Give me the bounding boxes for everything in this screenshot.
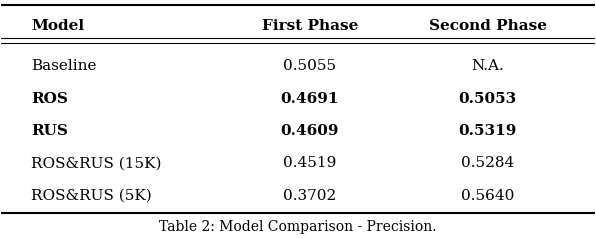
Text: 0.5284: 0.5284 bbox=[461, 156, 514, 170]
Text: 0.4519: 0.4519 bbox=[283, 156, 337, 170]
Text: 0.3702: 0.3702 bbox=[283, 189, 337, 203]
Text: 0.4691: 0.4691 bbox=[281, 92, 339, 105]
Text: 0.5055: 0.5055 bbox=[283, 59, 336, 73]
Text: ROS: ROS bbox=[31, 92, 68, 105]
Text: N.A.: N.A. bbox=[471, 59, 504, 73]
Text: 0.5053: 0.5053 bbox=[459, 92, 517, 105]
Text: Model: Model bbox=[31, 19, 84, 33]
Text: 0.5640: 0.5640 bbox=[461, 189, 514, 203]
Text: ROS&RUS (15K): ROS&RUS (15K) bbox=[31, 156, 162, 170]
Text: ROS&RUS (5K): ROS&RUS (5K) bbox=[31, 189, 152, 203]
Text: 0.5319: 0.5319 bbox=[459, 124, 517, 138]
Text: RUS: RUS bbox=[31, 124, 68, 138]
Text: Second Phase: Second Phase bbox=[429, 19, 547, 33]
Text: Baseline: Baseline bbox=[31, 59, 97, 73]
Text: Table 2: Model Comparison - Precision.: Table 2: Model Comparison - Precision. bbox=[159, 220, 437, 234]
Text: 0.4609: 0.4609 bbox=[281, 124, 339, 138]
Text: First Phase: First Phase bbox=[262, 19, 358, 33]
